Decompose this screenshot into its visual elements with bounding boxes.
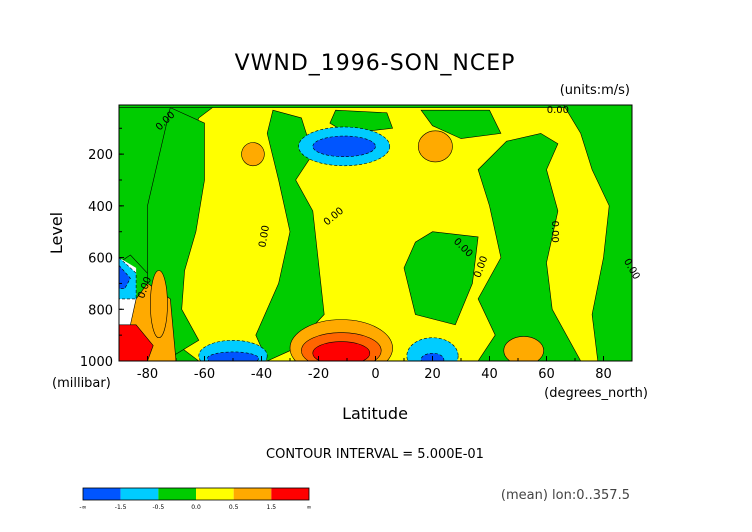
y-axis-unit: (millibar) (52, 376, 111, 391)
colorbar-tick-label: 0.5 (229, 504, 239, 511)
region-orange-right (503, 336, 544, 361)
contour-label: 0.00 (549, 221, 560, 243)
y-axis-label: Level (47, 212, 66, 254)
region-orange-south-thin (150, 270, 168, 339)
x-tick-label: 20 (424, 367, 441, 382)
colorbar-swatch (120, 488, 159, 500)
colorbar-swatch (158, 488, 196, 500)
units-label: (units:m/s) (560, 83, 630, 98)
chart-title: VWND_1996-SON_NCEP (235, 51, 516, 76)
region-orange-upper (417, 130, 453, 163)
colorbar-swatch (83, 488, 121, 500)
contour-label: 0.00 (547, 105, 569, 116)
region-blue-surface (207, 351, 259, 361)
x-tick-label: 60 (538, 367, 555, 382)
x-tick-label: 40 (481, 367, 498, 382)
region-red-surface (312, 341, 371, 361)
y-tick-label: 1000 (80, 355, 113, 370)
colorbar-tick-label: 1.5 (267, 504, 277, 511)
x-tick-label: 80 (595, 367, 612, 382)
region-blue-upper (312, 135, 376, 158)
region-green-right-column (477, 133, 582, 361)
colorbar-frame (82, 487, 310, 501)
y-axis-ticks: 200 400 600 800 1000 (80, 127, 124, 370)
y-tick-label: 800 (88, 303, 113, 318)
colorbar: -∞ -1.5 -0.5 0.0 0.5 1.5 ∞ (79, 487, 312, 511)
colorbar-swatch (271, 488, 309, 500)
colorbar-tick-label: -0.5 (152, 504, 164, 511)
colorbar-swatch (196, 488, 234, 500)
contour-field (119, 105, 632, 361)
region-green-far-right (563, 105, 632, 361)
x-tick-label: 0 (371, 367, 379, 382)
region-green-top-edge (119, 105, 632, 108)
region-lightblue-right (406, 337, 459, 361)
x-tick-label: -40 (251, 367, 272, 382)
region-orange-upper-left (241, 142, 265, 167)
footnote: (mean) lon:0..357.5 (501, 488, 630, 503)
region-red-south (119, 324, 154, 361)
contour-interval: CONTOUR INTERVAL = 5.000E-01 (266, 447, 484, 462)
colorbar-swatch (233, 488, 272, 500)
x-tick-label: -60 (194, 367, 215, 382)
colorbar-tick-label: -∞ (79, 504, 86, 511)
x-tick-label: -20 (308, 367, 329, 382)
x-axis-unit: (degrees_north) (544, 386, 648, 401)
region-green-top-right (420, 109, 502, 139)
x-axis-label: Latitude (342, 404, 408, 423)
region-blue-south (119, 264, 131, 289)
region-green-mid-right (403, 231, 479, 326)
y-tick-label: 600 (88, 252, 113, 267)
colorbar-tick-label: 0.0 (191, 504, 201, 511)
colorbar-tick-label: ∞ (307, 504, 312, 511)
x-axis-ticks: -80 -60 -40 -20 0 20 40 60 80 (118, 356, 633, 382)
x-tick-label: -80 (137, 367, 158, 382)
contour-label: 0.00 (257, 225, 272, 249)
y-tick-label: 400 (88, 200, 113, 215)
y-tick-label: 200 (88, 148, 113, 163)
colorbar-tick-label: -1.5 (115, 504, 127, 511)
